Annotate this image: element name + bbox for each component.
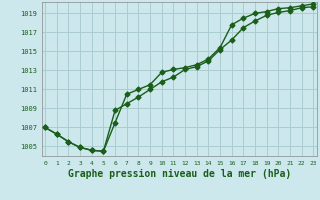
X-axis label: Graphe pression niveau de la mer (hPa): Graphe pression niveau de la mer (hPa) [68,169,291,179]
